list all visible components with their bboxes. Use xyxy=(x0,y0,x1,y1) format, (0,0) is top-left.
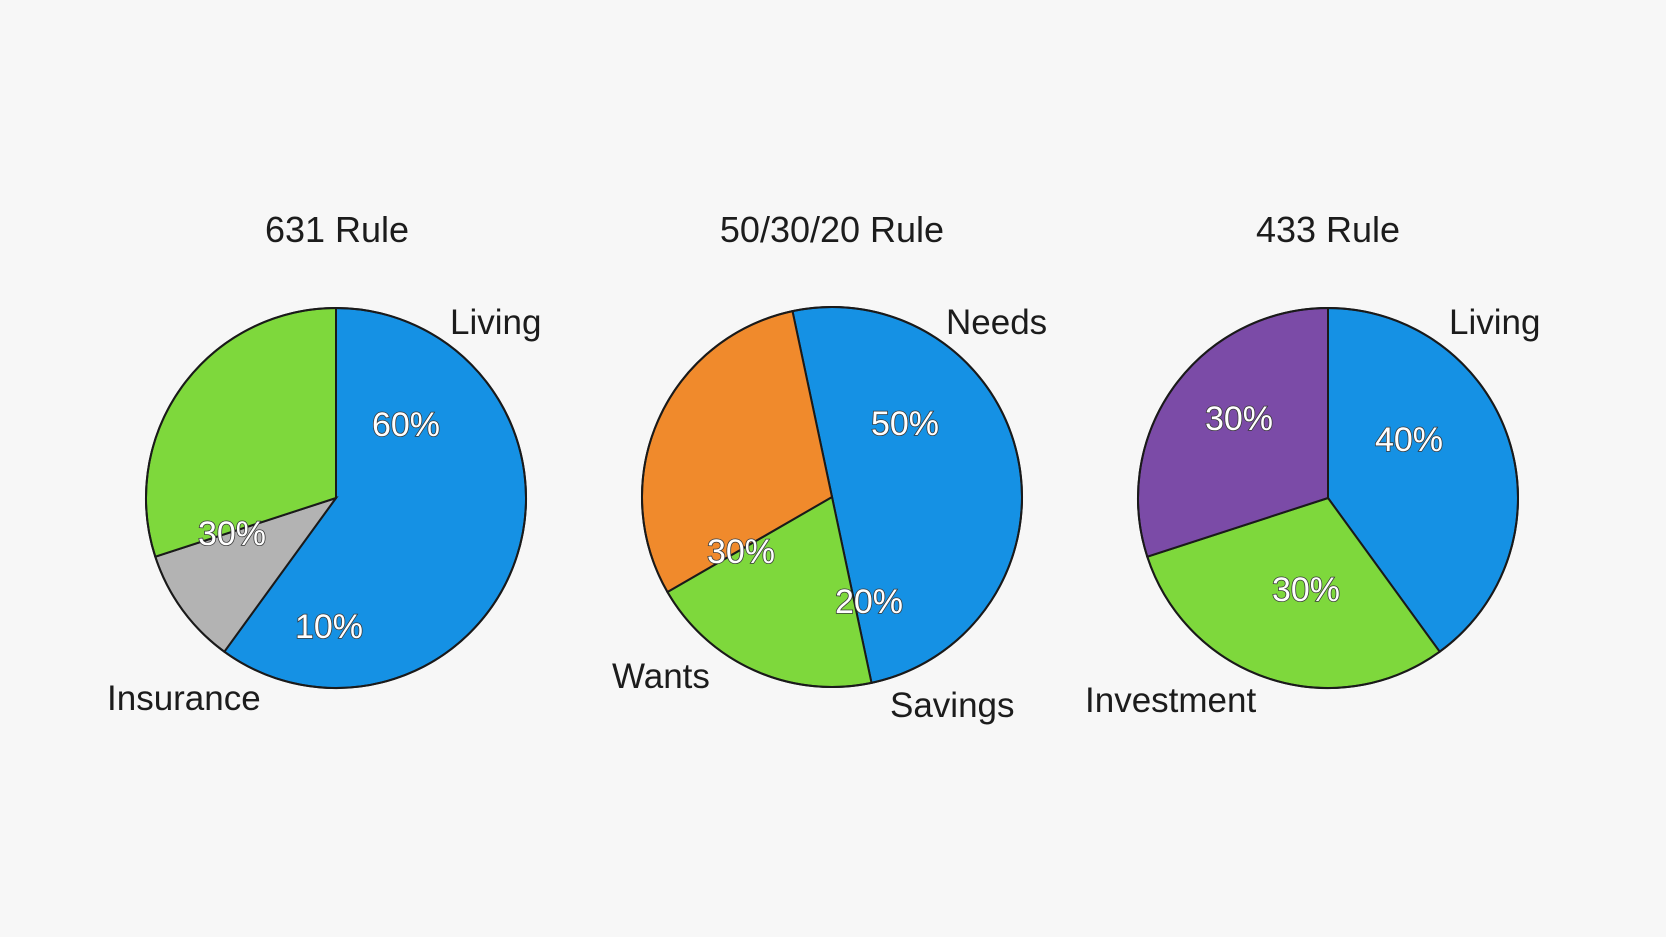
pie-outline xyxy=(145,307,527,689)
category-label-living: Living xyxy=(1449,303,1540,342)
category-label-living: Living xyxy=(450,303,541,342)
pie-50-30-20-rule: 50% 20% 30% xyxy=(641,306,1023,688)
chart-50-30-20-rule: 50/30/20 Rule 50% 20% 30% Needs Wants Savi… xyxy=(612,209,1047,725)
category-label-needs: Needs xyxy=(946,303,1047,342)
pie-percent-label: 10% xyxy=(295,608,363,646)
pie-631-rule: 60% 10% 30% xyxy=(145,306,527,689)
pie-percent-label: 40% xyxy=(1375,421,1443,459)
pie-percent-label: 30% xyxy=(198,515,266,553)
chart-title-50-30-20-rule: 50/30/20 Rule xyxy=(720,209,944,250)
chart-433-rule: 433 Rule 40% 30% 30% Living Investment xyxy=(1085,209,1540,720)
chart-631-rule: 631 Rule 60% 10% 30% Living Insurance xyxy=(107,209,541,718)
pie-percent-label: 20% xyxy=(835,583,903,621)
category-label-wants: Wants xyxy=(612,657,710,696)
category-label-investment: Investment xyxy=(1085,681,1256,720)
pie-percent-label: 60% xyxy=(372,406,440,444)
pie-outline xyxy=(641,306,1023,688)
category-label-savings: Savings xyxy=(890,686,1015,725)
pie-outline xyxy=(1137,307,1519,689)
category-label-insurance: Insurance xyxy=(107,679,261,718)
pie-percent-label: 30% xyxy=(1272,571,1340,609)
pie-percent-label: 30% xyxy=(1205,400,1273,438)
pie-percent-label: 30% xyxy=(707,533,775,571)
chart-title-631-rule: 631 Rule xyxy=(265,209,409,250)
chart-title-433-rule: 433 Rule xyxy=(1256,209,1400,250)
pie-percent-label: 50% xyxy=(871,405,939,443)
pie-433-rule: 40% 30% 30% xyxy=(1137,306,1519,689)
